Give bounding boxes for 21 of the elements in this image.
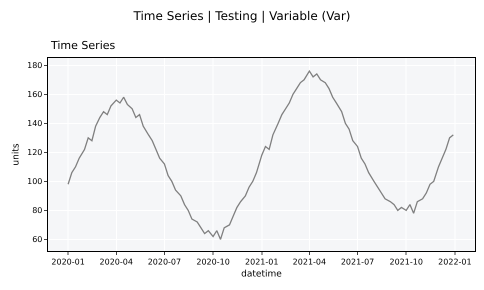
y-axis-title: units	[11, 143, 22, 166]
y-tick-label: 160	[27, 90, 42, 100]
line-series	[67, 70, 454, 240]
x-axis-title: datetime	[241, 269, 282, 280]
y-tick-label: 180	[27, 61, 42, 70]
y-tick-label: 60	[32, 235, 42, 244]
y-tick-label: 80	[32, 206, 42, 216]
x-tick-label: 2021-04	[292, 258, 326, 267]
x-tick-label: 2020-10	[196, 258, 230, 267]
chart-title: Time Series | Testing | Variable (Var)	[132, 9, 350, 23]
chart-subtitle: Time Series	[50, 39, 116, 52]
x-tick-label: 2020-04	[100, 258, 133, 267]
x-tick-label: 2020-07	[148, 258, 182, 267]
x-tick-label: 2021-01	[245, 258, 278, 267]
x-tick-label: 2021-10	[389, 258, 423, 267]
x-tick-label: 2021-07	[340, 258, 374, 267]
y-tick-label: 120	[27, 148, 42, 158]
x-tick-label: 2022-01	[438, 258, 472, 267]
y-tick-label: 100	[27, 177, 42, 186]
y-tick-label: 140	[27, 119, 42, 128]
x-tick-label: 2020-01	[51, 258, 85, 267]
